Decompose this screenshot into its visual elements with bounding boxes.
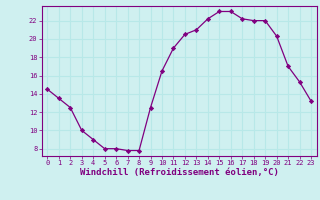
X-axis label: Windchill (Refroidissement éolien,°C): Windchill (Refroidissement éolien,°C) [80,168,279,177]
